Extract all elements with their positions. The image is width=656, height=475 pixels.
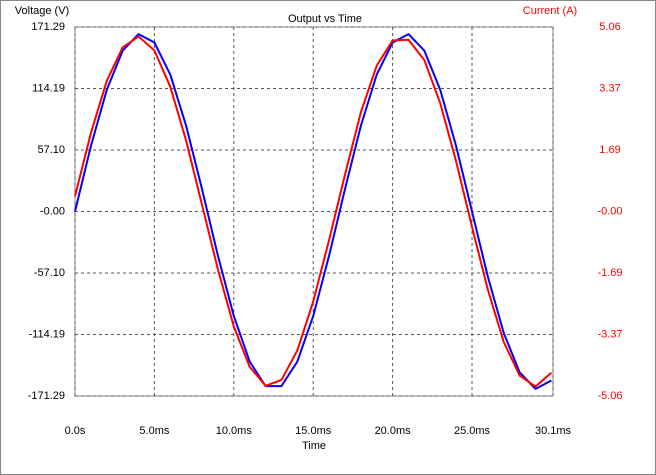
x-tick-label: 5.0ms — [139, 425, 169, 437]
x-tick-label: 25.0ms — [454, 425, 491, 437]
y2-tick-label: 5.06 — [599, 21, 620, 33]
y-tick-label: -114.19 — [29, 328, 66, 340]
chart-title: Output vs Time — [288, 13, 362, 25]
x-tick-label: 0.0s — [65, 425, 86, 437]
y-axis-label: Voltage (V) — [15, 5, 69, 17]
y2-tick-label: -3.37 — [597, 328, 622, 340]
x-tick-label: 20.0ms — [375, 425, 412, 437]
y2-tick-label: -0.00 — [597, 205, 622, 217]
series-line — [74, 33, 552, 390]
y2-tick-label: -1.69 — [597, 267, 622, 279]
plot-area — [74, 26, 554, 397]
y2-axis-label: Current (A) — [523, 5, 577, 17]
y-tick-label: 57.10 — [37, 144, 65, 156]
y-tick-label: -57.10 — [34, 267, 65, 279]
y-tick-label: -0.00 — [40, 205, 65, 217]
x-tick-label: 15.0ms — [295, 425, 332, 437]
y-tick-label: 114.19 — [32, 82, 65, 94]
y-tick-label: -171.29 — [28, 390, 65, 402]
x-tick-label: 30.1ms — [535, 425, 572, 437]
x-axis-label: Time — [302, 440, 326, 452]
y-tick-label: 171.29 — [31, 21, 65, 33]
y2-tick-label: -5.06 — [597, 390, 622, 402]
series-line — [74, 35, 553, 388]
y2-tick-label: 3.37 — [599, 83, 620, 95]
x-tick-label: 10.0ms — [216, 425, 253, 437]
y2-tick-label: 1.69 — [599, 144, 620, 156]
